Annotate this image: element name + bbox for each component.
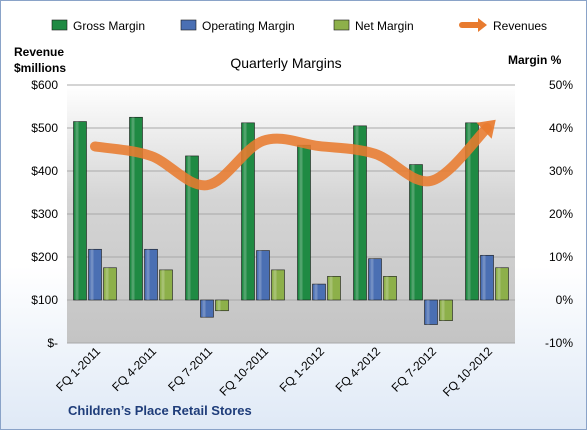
x-tick-label: FQ 10-2011: [217, 344, 272, 399]
bar-operating-margin: [200, 299, 214, 318]
bar-operating-margin: [368, 258, 382, 301]
legend-label: Gross Margin: [73, 19, 145, 33]
legend-swatch-gross-margin: [51, 19, 68, 31]
bar-highlight: [273, 269, 277, 300]
bar-highlight: [131, 117, 135, 300]
right-tick-label: 30%: [549, 164, 573, 178]
bar-highlight: [497, 267, 501, 300]
bar-operating-margin: [424, 299, 438, 325]
bar-gross-margin: [409, 164, 423, 301]
legend-label: Net Margin: [355, 19, 414, 33]
bar-gross-margin: [73, 121, 87, 301]
right-tick-label: 0%: [556, 293, 574, 307]
bar-highlight: [105, 267, 109, 300]
revenue-line: [90, 119, 496, 191]
x-axis-ticks: FQ 1-2011 FQ 4-2011 FQ 7-2011 FQ 10-2011 FQ …: [53, 344, 495, 399]
x-tick-label: FQ 4-2012: [333, 344, 384, 395]
bar-highlight: [90, 249, 94, 300]
bar-highlight: [329, 276, 333, 300]
chart-title: Quarterly Margins: [230, 55, 341, 71]
x-tick-label: FQ 7-2012: [389, 344, 440, 395]
bar-highlight: [426, 300, 430, 325]
left-axis-label-line1: Revenue: [14, 45, 64, 59]
bar-highlight: [355, 125, 359, 300]
bar-gross-margin: [185, 155, 199, 301]
left-tick-label: $300: [31, 207, 58, 221]
revenue-line-arrowhead: [476, 119, 496, 139]
revenue-line-path: [90, 123, 492, 191]
x-tick-label: FQ 1-2011: [53, 344, 103, 394]
bar-operating-margin: [88, 248, 102, 301]
bar-net-margin: [103, 267, 117, 301]
bar-highlight: [299, 145, 303, 300]
bar-gross-margin: [297, 144, 311, 301]
bar-net-margin: [383, 276, 397, 301]
bar-highlight: [385, 276, 389, 300]
left-tick-label: $600: [31, 78, 58, 92]
right-tick-label: -10%: [545, 336, 573, 350]
left-tick-label: $-: [47, 336, 58, 350]
bar-operating-margin: [144, 248, 158, 301]
bar-highlight: [161, 269, 165, 300]
bar-gross-margin: [465, 122, 479, 301]
left-axis-label-line2: $millions: [14, 61, 66, 75]
x-tick-label: FQ 7-2011: [165, 344, 215, 394]
bar-highlight: [187, 155, 191, 300]
left-tick-label: $200: [31, 250, 58, 264]
right-axis-ticks: -10% 0% 10% 20% 30% 40% 50%: [545, 78, 573, 350]
bar-net-margin: [439, 299, 453, 321]
bar-highlight: [258, 250, 262, 300]
bar-operating-margin: [256, 250, 270, 301]
footer-label: Children’s Place Retail Stores: [68, 403, 252, 418]
right-tick-label: 50%: [549, 78, 573, 92]
bar-highlight: [243, 122, 247, 300]
bar-net-margin: [271, 269, 285, 301]
bar-marks: [73, 116, 509, 325]
legend-swatch-arrowhead: [478, 18, 487, 32]
bar-highlight: [146, 249, 150, 300]
left-tick-label: $500: [31, 121, 58, 135]
left-tick-label: $100: [31, 293, 58, 307]
right-tick-label: 10%: [549, 250, 573, 264]
bar-gross-margin: [241, 122, 255, 301]
x-tick-label: FQ 1-2012: [277, 344, 328, 395]
bar-net-margin: [495, 267, 509, 301]
bar-highlight: [441, 300, 445, 321]
bar-gross-margin: [129, 116, 143, 301]
bar-highlight: [467, 122, 471, 300]
left-tick-label: $400: [31, 164, 58, 178]
legend-label: Revenues: [493, 19, 547, 33]
right-axis-label: Margin %: [508, 53, 562, 67]
bar-net-margin: [327, 276, 341, 301]
left-axis-ticks: $- $100 $200 $300 $400 $500 $600: [31, 78, 58, 350]
bar-highlight: [411, 164, 415, 300]
legend-swatch-operating-margin: [180, 19, 197, 31]
right-tick-label: 20%: [549, 207, 573, 221]
bar-gross-margin: [353, 125, 367, 301]
legend-swatch-net-margin: [333, 19, 350, 31]
bar-highlight: [482, 255, 486, 300]
bar-highlight: [75, 121, 79, 300]
bar-net-margin: [215, 299, 229, 312]
bar-highlight: [314, 284, 318, 300]
x-tick-label: FQ 10-2012: [440, 344, 495, 399]
legend: Gross Margin Operating Margin Net Margin Re…: [51, 18, 547, 33]
bar-net-margin: [159, 269, 173, 301]
legend-label: Operating Margin: [202, 19, 295, 33]
bar-operating-margin: [312, 283, 326, 301]
bar-highlight: [217, 300, 221, 311]
right-tick-label: 40%: [549, 121, 573, 135]
x-tick-label: FQ 4-2011: [109, 344, 159, 394]
bar-highlight: [370, 258, 374, 300]
bar-highlight: [202, 300, 206, 318]
bar-operating-margin: [480, 254, 494, 301]
